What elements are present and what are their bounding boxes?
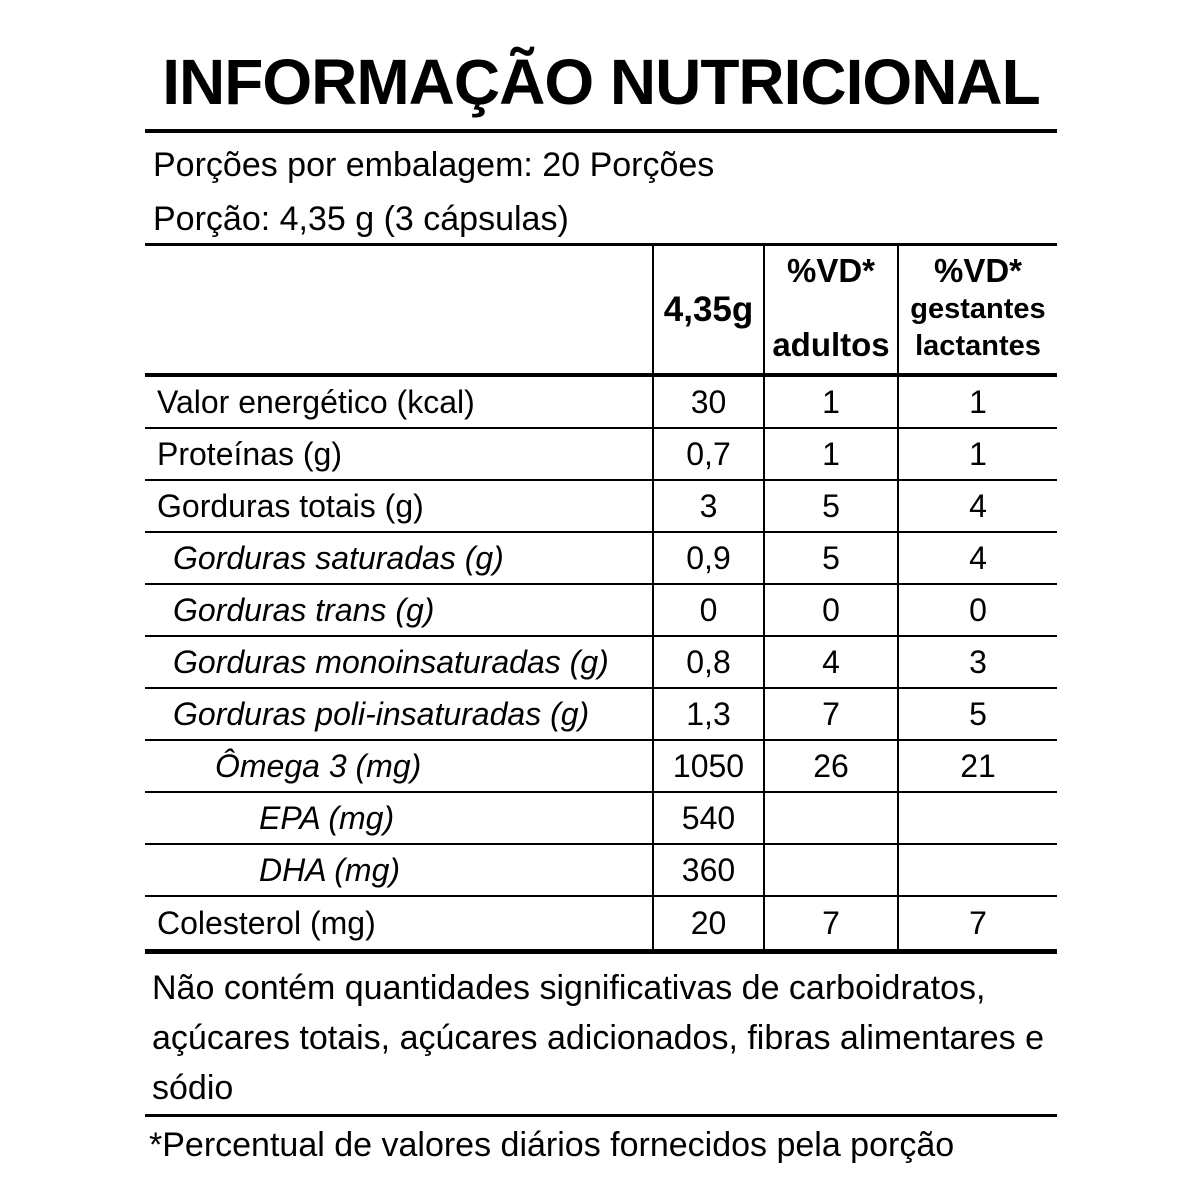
cell-vd-pregnant: 4 xyxy=(897,533,1057,583)
table-header-row: 4,35g %VD* adultos %VD* gestantes lactan… xyxy=(145,243,1057,377)
cell-vd-adults: 7 xyxy=(763,897,897,949)
cell-vd-pregnant xyxy=(897,845,1057,895)
cell-amount: 0,7 xyxy=(652,429,763,479)
row-label: Gorduras poli-insaturadas (g) xyxy=(173,695,590,732)
table-row-epa: EPA (mg) 540 xyxy=(145,793,1057,845)
row-label: Valor energético (kcal) xyxy=(157,383,475,420)
cell-amount: 1,3 xyxy=(652,689,763,739)
cell-vd-pregnant xyxy=(897,793,1057,843)
row-label: Gorduras monoinsaturadas (g) xyxy=(173,643,609,680)
table-row-energy: Valor energético (kcal) 30 1 1 xyxy=(145,377,1057,429)
cell-amount: 360 xyxy=(652,845,763,895)
cell-vd-adults: 5 xyxy=(763,533,897,583)
row-label: Gorduras trans (g) xyxy=(173,591,435,628)
table-row-total-fat: Gorduras totais (g) 3 5 4 xyxy=(145,481,1057,533)
cell-vd-pregnant: 5 xyxy=(897,689,1057,739)
cell-vd-adults: 4 xyxy=(763,637,897,687)
table-row-saturated-fat: Gorduras saturadas (g) 0,9 5 4 xyxy=(145,533,1057,585)
cell-vd-pregnant: 7 xyxy=(897,897,1057,949)
header-vd-pregnant-sub1: gestantes xyxy=(910,293,1046,326)
cell-vd-pregnant: 0 xyxy=(897,585,1057,635)
cell-vd-adults: 7 xyxy=(763,689,897,739)
divider-under-title xyxy=(145,129,1057,133)
serving-size: Porção: 4,35 g (3 cápsulas) xyxy=(153,200,569,238)
row-label: Proteínas (g) xyxy=(157,435,342,472)
table-row-protein: Proteínas (g) 0,7 1 1 xyxy=(145,429,1057,481)
divider-above-footnote xyxy=(145,1114,1057,1117)
row-label: Ômega 3 (mg) xyxy=(215,747,422,784)
row-label: Gorduras totais (g) xyxy=(157,487,424,524)
cell-vd-adults: 5 xyxy=(763,481,897,531)
cell-vd-adults: 26 xyxy=(763,741,897,791)
cell-amount: 0,8 xyxy=(652,637,763,687)
row-label: Colesterol (mg) xyxy=(157,904,376,941)
row-label: EPA (mg) xyxy=(259,799,395,836)
cell-vd-adults xyxy=(763,793,897,843)
header-vd-adults-label: %VD* xyxy=(786,252,876,289)
row-label: Gorduras saturadas (g) xyxy=(173,539,504,576)
no-significant-amounts-note: Não contém quantidades significativas de… xyxy=(152,969,1045,1107)
daily-values-footnote: *Percentual de valores diários fornecido… xyxy=(149,1126,955,1164)
cell-amount: 0 xyxy=(652,585,763,635)
cell-amount: 20 xyxy=(652,897,763,949)
servings-per-package: Porções por embalagem: 20 Porções xyxy=(153,146,715,184)
cell-vd-pregnant: 3 xyxy=(897,637,1057,687)
cell-amount: 3 xyxy=(652,481,763,531)
table-row-omega3: Ômega 3 (mg) 1050 26 21 xyxy=(145,741,1057,793)
header-vd-pregnant-label: %VD* xyxy=(933,252,1023,289)
cell-amount: 1050 xyxy=(652,741,763,791)
cell-amount: 30 xyxy=(652,377,763,427)
cell-amount: 540 xyxy=(652,793,763,843)
table-row-trans-fat: Gorduras trans (g) 0 0 0 xyxy=(145,585,1057,637)
header-amount-label: 4,35g xyxy=(663,289,754,329)
header-vd-pregnant-sub2: lactantes xyxy=(915,329,1041,362)
header-vd-adults-sub: adultos xyxy=(772,326,890,364)
page-title: INFORMAÇÃO NUTRICIONAL xyxy=(162,46,1040,118)
cell-vd-adults: 1 xyxy=(763,377,897,427)
table-row-dha: DHA (mg) 360 xyxy=(145,845,1057,897)
table-row-cholesterol: Colesterol (mg) 20 7 7 xyxy=(145,897,1057,954)
table-row-monounsaturated-fat: Gorduras monoinsaturadas (g) 0,8 4 3 xyxy=(145,637,1057,689)
cell-amount: 0,9 xyxy=(652,533,763,583)
cell-vd-adults: 1 xyxy=(763,429,897,479)
header-empty-cell xyxy=(145,246,652,373)
cell-vd-pregnant: 21 xyxy=(897,741,1057,791)
table-row-polyunsaturated-fat: Gorduras poli-insaturadas (g) 1,3 7 5 xyxy=(145,689,1057,741)
header-vd-adults-cell: %VD* adultos xyxy=(763,246,897,373)
header-amount-cell: 4,35g xyxy=(652,246,763,373)
cell-vd-adults: 0 xyxy=(763,585,897,635)
header-vd-pregnant-cell: %VD* gestantes lactantes xyxy=(897,246,1057,373)
nutrition-table: 4,35g %VD* adultos %VD* gestantes lactan… xyxy=(145,243,1057,954)
cell-vd-pregnant: 1 xyxy=(897,429,1057,479)
cell-vd-adults xyxy=(763,845,897,895)
cell-vd-pregnant: 1 xyxy=(897,377,1057,427)
row-label: DHA (mg) xyxy=(259,851,401,888)
cell-vd-pregnant: 4 xyxy=(897,481,1057,531)
